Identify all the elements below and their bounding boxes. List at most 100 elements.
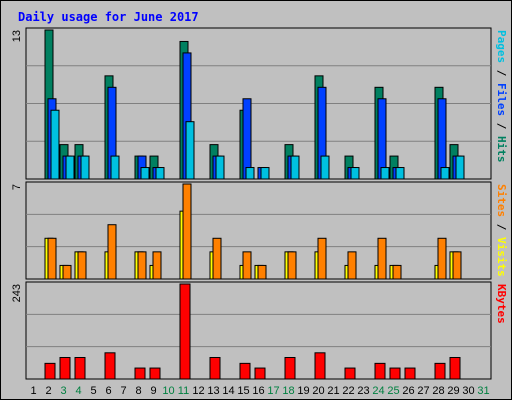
panel-visits-plot-area [25, 181, 492, 280]
bar-kbytes-kbytes-day-16 [254, 367, 266, 380]
bar-visits-sites-day-6 [107, 224, 117, 280]
panel-kbytes-max-label: 243 [11, 284, 23, 302]
x-tick-label-day-26: 26 [402, 385, 414, 397]
panel-kbytes-legend: KBytes [495, 284, 508, 324]
bar-hits-pages-day-16 [260, 167, 270, 180]
x-tick-label-day-31: 31 [477, 385, 489, 397]
bar-visits-sites-day-8 [137, 251, 147, 280]
x-tick-label-day-11: 11 [178, 385, 189, 397]
x-tick-label-day-29: 29 [447, 385, 459, 397]
x-tick-label-day-19: 19 [297, 385, 309, 397]
bar-kbytes-kbytes-day-26 [404, 367, 416, 380]
bar-visits-sites-day-2 [47, 237, 57, 280]
bar-kbytes-kbytes-day-20 [314, 352, 326, 380]
bar-kbytes-kbytes-day-6 [104, 352, 116, 380]
bar-kbytes-kbytes-day-15 [239, 362, 251, 380]
bar-hits-pages-day-13 [215, 155, 225, 180]
x-tick-label-day-17: 17 [267, 385, 279, 397]
x-tick-label-day-10: 10 [162, 385, 174, 397]
x-tick-label-day-4: 4 [75, 385, 81, 397]
bar-hits-files-day-24 [377, 98, 387, 180]
x-tick-label-day-3: 3 [60, 385, 66, 397]
x-tick-label-day-20: 20 [312, 385, 324, 397]
panel-kbytes: 243 KBytes [11, 281, 508, 380]
legend-entry-hits-4: Hits [495, 136, 508, 163]
bar-hits-pages-day-18 [290, 155, 300, 180]
bar-kbytes-kbytes-day-29 [449, 356, 461, 380]
bar-kbytes-kbytes-day-11 [179, 283, 191, 380]
x-tick-label-day-27: 27 [417, 385, 429, 397]
x-tick-label-day-28: 28 [432, 385, 444, 397]
bar-kbytes-kbytes-day-9 [149, 367, 161, 380]
bar-hits-files-day-28 [437, 98, 447, 180]
x-tick-label-day-30: 30 [462, 385, 474, 397]
x-axis-labels: 1 2 3 4 5 6 7 8 9 10 11 12 13 14 15 16 17 18 19 20 21 22 23 24 2… [30, 385, 489, 397]
x-tick-label-day-1: 1 [30, 385, 36, 397]
bar-hits-files-day-15 [242, 98, 252, 180]
bar-kbytes-kbytes-day-3 [59, 356, 71, 380]
bar-hits-pages-day-9 [155, 167, 165, 180]
bar-hits-pages-day-6 [110, 155, 120, 180]
x-tick-label-day-7: 7 [120, 385, 126, 397]
bar-hits-pages-day-28 [440, 167, 450, 180]
x-tick-label-day-5: 5 [90, 385, 96, 397]
bar-visits-sites-day-20 [317, 237, 327, 280]
panel-visits-max-label: 7 [11, 184, 23, 190]
bar-visits-sites-day-24 [377, 237, 387, 280]
legend-entry-hits-2: Files [495, 83, 508, 116]
x-tick-label-day-14: 14 [222, 385, 234, 397]
x-tick-label-day-8: 8 [135, 385, 141, 397]
bar-kbytes-kbytes-day-25 [389, 367, 401, 380]
x-tick-label-day-24: 24 [372, 385, 384, 397]
bar-visits-sites-day-9 [152, 251, 162, 280]
bar-kbytes-kbytes-day-24 [374, 362, 386, 380]
x-tick-label-day-23: 23 [357, 385, 369, 397]
bar-kbytes-kbytes-day-4 [74, 356, 86, 380]
x-tick-label-day-25: 25 [387, 385, 399, 397]
legend-entry-hits-0: Pages [495, 30, 508, 63]
bar-visits-sites-day-16 [257, 264, 267, 280]
bar-hits-pages-day-29 [455, 155, 465, 180]
legend-entry-visits-1: / [495, 217, 508, 237]
legend-entry-visits-0: Sites [495, 184, 508, 217]
panel-hits-max-label: 13 [11, 30, 23, 42]
x-tick-label-day-18: 18 [282, 385, 294, 397]
bar-visits-sites-day-29 [452, 251, 462, 280]
bar-visits-sites-day-11 [182, 183, 192, 280]
bar-hits-pages-day-3 [65, 155, 75, 180]
bar-visits-sites-day-25 [392, 264, 402, 280]
panel-visits-legend: Sites / Visits [495, 184, 508, 277]
x-tick-label-day-2: 2 [45, 385, 51, 397]
bar-visits-sites-day-28 [437, 237, 447, 280]
legend-entry-hits-3: / [495, 116, 508, 136]
bar-hits-pages-day-2 [50, 109, 60, 180]
bar-kbytes-kbytes-day-28 [434, 362, 446, 380]
bar-visits-sites-day-15 [242, 251, 252, 280]
bar-kbytes-kbytes-day-18 [284, 356, 296, 380]
bar-kbytes-kbytes-day-13 [209, 356, 221, 380]
bar-visits-sites-day-13 [212, 237, 222, 280]
bar-hits-pages-day-20 [320, 155, 330, 180]
bar-visits-sites-day-18 [287, 251, 297, 280]
x-tick-label-day-15: 15 [237, 385, 249, 397]
legend-entry-hits-1: / [495, 63, 508, 83]
bar-visits-sites-day-22 [347, 251, 357, 280]
bar-hits-pages-day-15 [245, 167, 255, 180]
legend-entry-visits-2: Visits [495, 237, 508, 277]
chart-title: Daily usage for June 2017 [18, 10, 199, 24]
x-tick-label-day-9: 9 [150, 385, 156, 397]
panel-visits: 7 Sites / Visits [11, 181, 508, 280]
bar-visits-sites-day-4 [77, 251, 87, 280]
bar-kbytes-kbytes-day-8 [134, 367, 146, 380]
x-tick-label-day-13: 13 [207, 385, 219, 397]
legend-entry-kbytes-0: KBytes [495, 284, 508, 324]
x-tick-label-day-16: 16 [252, 385, 264, 397]
panel-hits: 13 Pages / Files / Hits [11, 27, 508, 180]
bar-hits-pages-day-25 [395, 167, 405, 180]
panel-kbytes-plot-area [25, 281, 492, 380]
x-tick-label-day-6: 6 [105, 385, 111, 397]
bar-kbytes-kbytes-day-2 [44, 362, 56, 380]
bar-hits-pages-day-11 [185, 121, 195, 180]
